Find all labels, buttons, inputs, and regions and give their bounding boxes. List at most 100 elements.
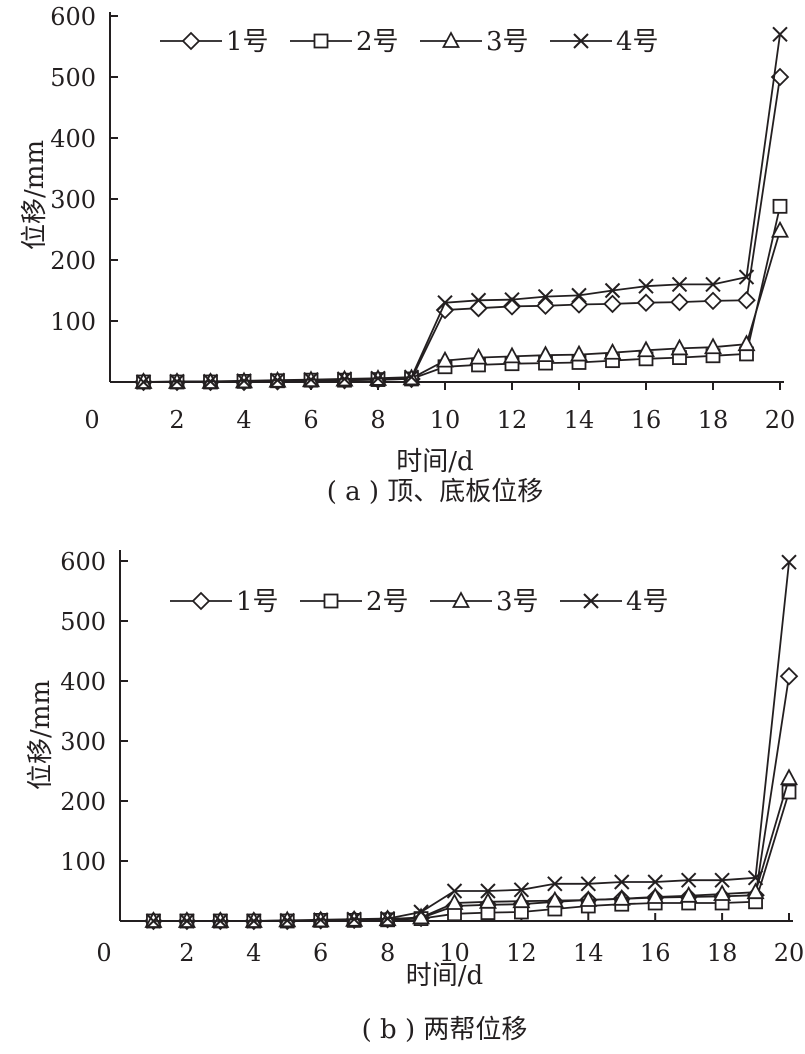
figure-caption: ( b ) 两帮位移 [362,1015,528,1045]
series-4 [145,554,797,929]
marker-stroke [269,372,286,388]
series-line [143,34,781,383]
x-tick-label: 8 [380,939,395,967]
y-tick-label: 500 [60,608,106,636]
x-tick-label: 16 [631,406,662,434]
data-point [636,293,656,312]
data-point [370,370,386,387]
data-point [703,291,723,311]
marker-stroke [738,269,755,285]
data-point [579,890,598,907]
series-1 [134,67,790,392]
marker-stroke [604,282,621,299]
y-tick-label: 500 [50,64,96,92]
marker-stroke [413,904,429,920]
data-point [603,342,622,360]
marker-stroke [772,26,788,43]
x-axis-title: 时间/d [396,447,473,477]
data-point [435,350,455,368]
data-point [670,338,689,356]
data-point [569,344,589,362]
marker-stroke [135,374,152,390]
legend-label: 4号 [626,587,669,617]
data-point [680,872,697,888]
data-point [446,883,463,899]
data-point [705,276,721,293]
data-point [478,891,497,909]
data-point [269,372,286,388]
y-tick-label: 600 [50,3,96,31]
marker-stroke [647,874,663,890]
data-point [604,282,621,299]
chart-panel-a: 100 200 300 400 500 600 0 2 4 6 8 10 12 14 16 18 20 时间/d 位… [20,3,795,507]
y-tick-label: 400 [50,125,96,153]
data-point [403,369,420,385]
data-point [413,904,429,920]
x-tick-label-zero: 0 [96,939,111,967]
data-point [713,884,732,901]
data-point [536,345,555,363]
series-line [143,76,781,383]
x-tick-label: 2 [179,939,194,967]
x-tick-label: 18 [707,939,738,967]
x-tick-label-zero: 0 [84,406,99,434]
marker-stroke [547,876,563,892]
marker-stroke [202,373,219,390]
y-tick-label: 600 [60,548,106,576]
series-3 [134,220,790,389]
data-point [312,912,329,928]
x-tick-label: 6 [313,939,328,967]
data-point [236,373,252,389]
legend-marker [583,593,599,609]
legend-marker [441,31,461,48]
legend-label: 2号 [366,587,409,617]
data-point [670,292,689,312]
marker-stroke [614,874,630,890]
x-tick-label: 6 [303,406,318,434]
data-point [445,893,464,910]
data-point [646,887,665,904]
data-point [303,371,319,388]
data-point [638,278,654,294]
marker-stroke [480,883,496,899]
marker-stroke [583,593,599,609]
data-point [202,373,219,390]
data-point [246,913,262,929]
marker-stroke [705,276,721,293]
x-tick-label: 20 [765,406,796,434]
marker-stroke [379,910,396,927]
data-point [470,292,487,308]
data-point [537,288,554,305]
series-1 [144,666,799,931]
data-point [336,371,353,387]
x-tick-label: 4 [236,406,251,434]
legend-marker [323,593,339,609]
series-4 [135,26,788,390]
x-tick-label: 12 [497,406,528,434]
data-point [469,347,488,365]
data-point [703,337,723,355]
x-tick-label: 14 [564,406,595,434]
x-tick-label: 4 [246,939,261,967]
marker-stroke [145,913,162,929]
legend: 1号 2号 3号 4号 [170,587,669,617]
marker-stroke [513,882,530,898]
series-line [153,562,790,922]
marker-stroke [504,291,520,308]
data-point [747,870,764,886]
data-point [679,885,698,903]
y-tick-label: 200 [60,788,106,816]
legend-label: 3号 [486,27,529,57]
data-point [212,913,229,929]
data-point [772,26,788,43]
marker-stroke [781,554,797,570]
data-point [169,373,185,390]
figure-caption: ( a ) 顶、底板位移 [327,477,544,507]
y-axis-title: 位移/mm [26,680,56,790]
data-point [437,294,453,311]
series-2 [136,198,788,390]
data-point [545,890,564,908]
data-point [569,295,589,314]
data-point [781,554,797,570]
